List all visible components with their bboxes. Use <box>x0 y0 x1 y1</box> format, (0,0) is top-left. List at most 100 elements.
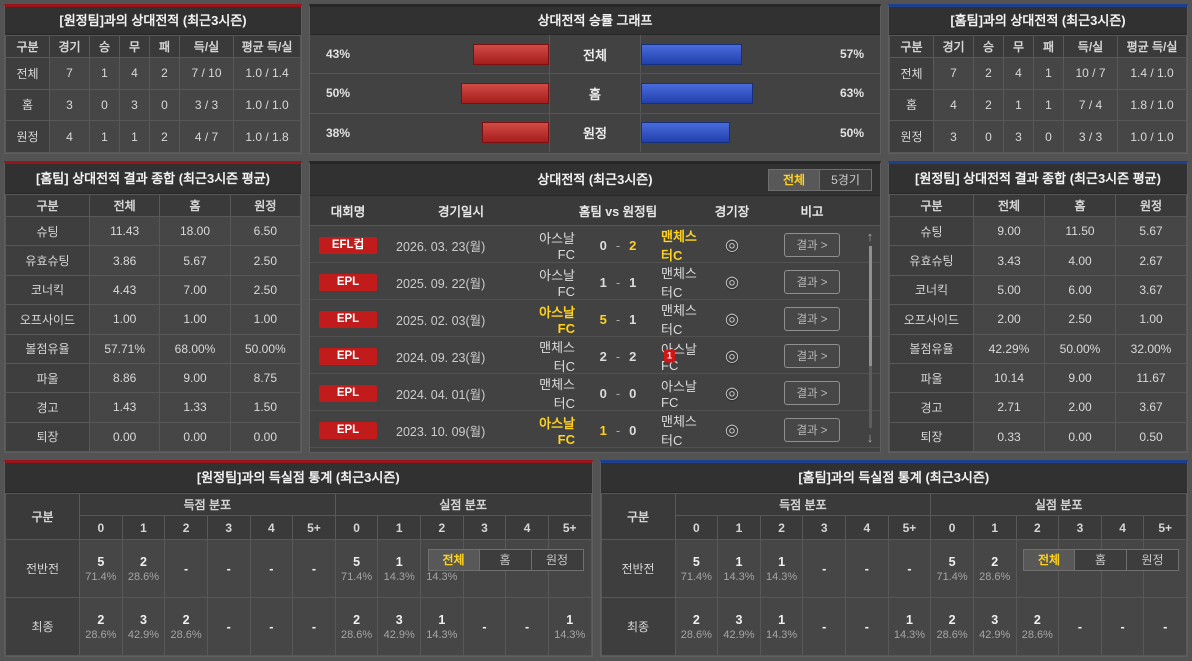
dist-cell: 2 28.6% <box>1015 597 1060 656</box>
loss-cell: 2 <box>149 57 180 90</box>
home-cell: 2.50 <box>1044 304 1116 335</box>
bin-header: 0 <box>79 515 123 540</box>
record-row: 원정 4 1 1 2 4 / 7 1.0 / 1.8 <box>5 120 301 153</box>
away-cell: 5.67 <box>1115 215 1187 247</box>
row-label: 전반전 <box>5 539 80 598</box>
goals-cell: 7 / 10 <box>179 57 234 90</box>
total-cell: 11.43 <box>88 215 161 247</box>
dist-cell: - <box>887 539 932 598</box>
home-score: 0 <box>599 237 607 253</box>
count-value: - <box>864 561 869 576</box>
result-button[interactable]: 결과 > <box>784 418 840 442</box>
panel-title: [홈팀] 상대전적 결과 종합 (최근3시즌 평균) <box>5 164 301 194</box>
avg-goals-cell: 1.0 / 1.0 <box>233 88 301 122</box>
bin-header: 1 <box>121 515 166 540</box>
count-value: 1 <box>566 612 574 627</box>
games-cell: 3 <box>933 120 974 153</box>
draw-cell: 4 <box>119 57 150 90</box>
tab-away[interactable]: 원정 <box>531 548 584 571</box>
dist-cell: - <box>802 597 846 656</box>
away-cell: 2.50 <box>229 274 301 306</box>
count-value: - <box>482 619 487 634</box>
percent-value: 28.6% <box>127 570 160 583</box>
stadium-icon[interactable]: ◎ <box>725 422 739 439</box>
result-button[interactable]: 결과 > <box>784 381 840 405</box>
stadium-icon[interactable]: ◎ <box>725 311 739 328</box>
score: 1-1 <box>575 275 661 290</box>
tab-all[interactable]: 전체 <box>768 168 820 191</box>
row-label: 최종 <box>600 597 676 656</box>
bin-header: 1 <box>377 515 421 540</box>
stadium-icon[interactable]: ◎ <box>725 237 739 254</box>
tab-all[interactable]: 전체 <box>427 548 480 571</box>
scroll-down-icon[interactable]: ↓ <box>866 430 874 445</box>
col-header: 홈 <box>159 194 231 217</box>
bin-header: 3 <box>1058 515 1102 540</box>
result-button[interactable]: 결과 > <box>784 307 840 331</box>
home-cell: 7.00 <box>159 274 231 306</box>
home-cell: 9.00 <box>1044 362 1116 394</box>
row-label: 오프사이드 <box>889 304 974 335</box>
bin-header: 5+ <box>292 515 336 540</box>
stadium-icon[interactable]: ◎ <box>725 274 739 291</box>
row-label: 전반전 <box>600 539 676 598</box>
bin-header: 5+ <box>547 515 592 540</box>
bin-header: 3 <box>206 515 251 540</box>
dist-cell: - <box>462 597 507 656</box>
tab-home[interactable]: 홈 <box>479 548 532 571</box>
percent-value: 14.3% <box>765 628 798 641</box>
blue-bar-track <box>640 35 818 74</box>
stadium-icon[interactable]: ◎ <box>725 348 739 365</box>
scrollbar-track[interactable] <box>868 246 872 428</box>
result-button[interactable]: 결과 > <box>784 270 840 294</box>
dist-cell: 1 14.3% <box>420 597 464 656</box>
scrollbar-thumb[interactable] <box>868 246 872 367</box>
home-cell: 2.00 <box>1044 392 1116 423</box>
dist-cell: 1 14.3% <box>759 539 804 598</box>
match-list-scrollbar[interactable]: ↑ ↓ <box>862 229 878 445</box>
row-label: 유효슈팅 <box>5 245 90 276</box>
col-header: 경기 <box>49 35 90 58</box>
blue-bar-track <box>640 74 818 113</box>
row-label: 볼점유율 <box>889 333 974 364</box>
dist-cell: - <box>1100 597 1145 656</box>
tab-5games[interactable]: 5경기 <box>820 168 872 191</box>
tab-all[interactable]: 전체 <box>1023 548 1075 571</box>
home-team-name: 아스날FC <box>539 416 575 447</box>
score: 0-0 <box>575 386 661 401</box>
count-value: - <box>524 619 530 634</box>
percent-value: 14.3% <box>426 570 458 583</box>
percent-value: 14.3% <box>554 628 586 641</box>
league-col-header: 대회명 <box>330 205 366 219</box>
count-value: 3 <box>735 612 743 627</box>
total-cell: 3.86 <box>88 245 161 276</box>
away-goal-dist-table: 구분 득점 분포 실점 분포 0 1 2 3 4 5+ 0 1 2 3 4 5+ 전반전 <box>5 493 592 656</box>
result-button[interactable]: 결과 > <box>784 344 840 368</box>
scroll-up-icon[interactable]: ↑ <box>866 229 874 244</box>
bin-header: 5+ <box>887 515 932 540</box>
match-row: EPL 2023. 10. 09(월) 아스날FC 1-0 맨체스터C ◎ <box>310 411 880 448</box>
dist-cell: - <box>505 597 549 656</box>
bin-header: 3 <box>462 515 507 540</box>
count-value: 2 <box>692 612 700 627</box>
stadium-icon[interactable]: ◎ <box>725 385 739 402</box>
panel-title: 상대전적 (최근3시즌) <box>537 172 653 187</box>
total-cell: 42.29% <box>973 333 1045 364</box>
score: 0-2 <box>575 238 661 253</box>
home-cell: 4.00 <box>1044 245 1116 276</box>
result-button[interactable]: 결과 > <box>784 233 840 257</box>
score-separator: - <box>615 348 621 364</box>
summary-row: 퇴장 0.33 0.00 0.50 <box>889 421 1187 452</box>
row-label: 퇴장 <box>5 421 90 452</box>
match-list-header: 대회명 경기일시 홈팀 vs 원정팀 경기장 비고 <box>310 196 880 226</box>
home-cell: 1.33 <box>159 392 231 423</box>
home-cell: 9.00 <box>159 362 231 394</box>
col-header: 득/실 <box>1063 35 1118 58</box>
percent-value: 42.9% <box>383 628 415 641</box>
row-label: 전체 <box>5 57 50 90</box>
bins-header-row: 0 1 2 3 4 5+ 0 1 2 3 4 5+ <box>601 515 1187 540</box>
category-label: 원정 <box>583 126 607 142</box>
tab-away[interactable]: 원정 <box>1127 548 1179 571</box>
tab-home[interactable]: 홈 <box>1075 548 1127 571</box>
col-header: 무 <box>119 35 150 58</box>
